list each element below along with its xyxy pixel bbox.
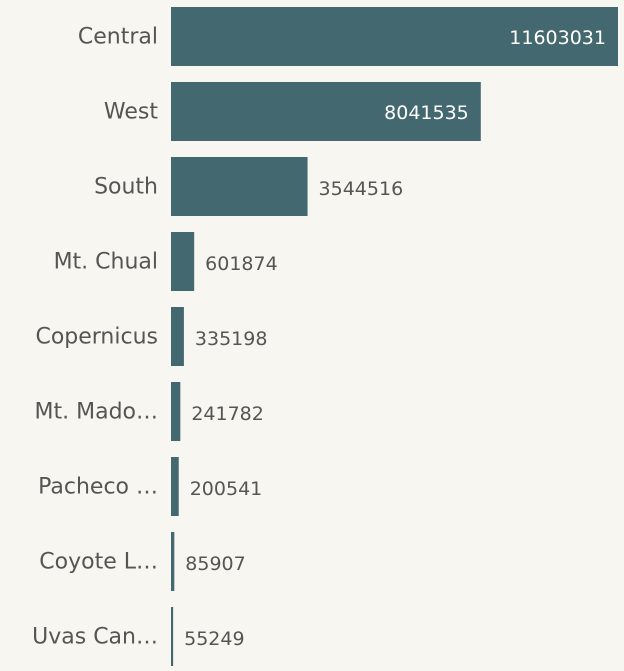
category-label: West	[104, 100, 158, 125]
category-label: South	[94, 175, 158, 200]
bar	[171, 7, 618, 66]
category-label: Mt. Chual	[54, 250, 158, 275]
value-label: 85907	[185, 553, 245, 575]
bar	[171, 82, 481, 141]
bar	[171, 232, 195, 291]
value-label: 8041535	[384, 102, 469, 124]
value-label: 601874	[205, 253, 278, 275]
value-label: 55249	[184, 628, 244, 650]
bar	[171, 382, 181, 441]
category-label: Mt. Mado…	[35, 400, 158, 425]
category-label: Pacheco …	[38, 475, 158, 500]
category-label: Central	[78, 25, 158, 50]
category-label: Copernicus	[35, 325, 158, 350]
bar	[171, 307, 184, 366]
value-label: 11603031	[509, 27, 606, 49]
bar	[171, 532, 175, 591]
value-label: 3544516	[319, 178, 404, 200]
value-label: 200541	[190, 478, 263, 500]
value-label: 335198	[195, 328, 268, 350]
category-label: Coyote L…	[39, 550, 158, 575]
bar	[171, 457, 179, 516]
value-label: 241782	[191, 403, 264, 425]
category-label: Uvas Can…	[32, 625, 158, 650]
bar	[171, 607, 174, 666]
bar	[171, 157, 308, 216]
